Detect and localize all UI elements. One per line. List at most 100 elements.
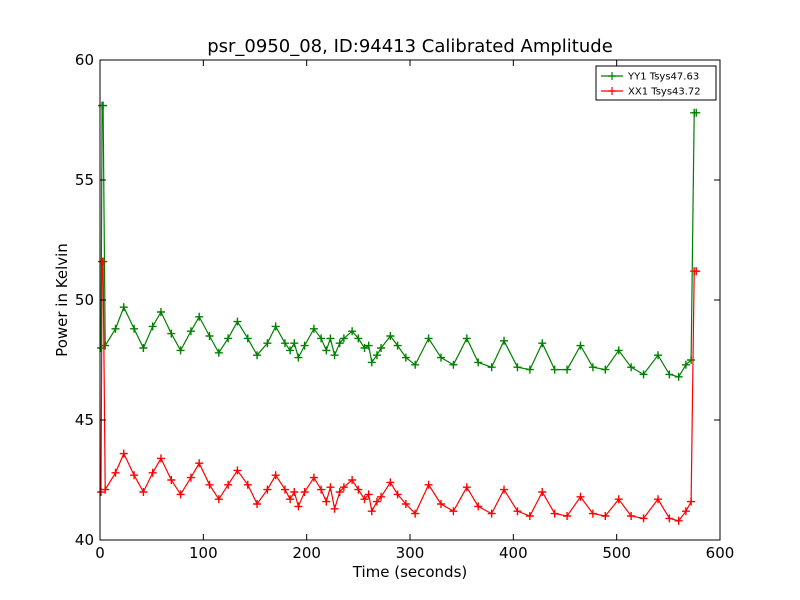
data-point <box>271 322 280 331</box>
data-point <box>101 485 110 494</box>
data-point <box>101 341 110 350</box>
data-point <box>214 348 223 357</box>
series-markers-1 <box>97 101 701 381</box>
data-point <box>139 488 148 496</box>
data-point <box>687 497 696 506</box>
data-point <box>205 332 214 340</box>
data-point <box>111 324 120 333</box>
data-point <box>330 504 339 513</box>
data-point <box>186 473 195 482</box>
legend-label: YY1 Tsys47.63 <box>627 72 699 83</box>
data-point <box>300 341 309 350</box>
data-point <box>233 317 242 326</box>
data-point <box>360 495 369 504</box>
data-point <box>411 509 420 518</box>
data-point <box>401 353 410 362</box>
data-point <box>437 500 445 508</box>
data-point <box>176 346 185 355</box>
data-point <box>474 358 483 367</box>
data-point <box>437 353 445 362</box>
data-point <box>253 351 262 360</box>
data-point <box>130 471 139 480</box>
data-point <box>692 108 701 117</box>
data-point <box>487 363 496 372</box>
data-point <box>176 490 185 499</box>
data-point <box>377 492 386 501</box>
data-point <box>513 507 522 516</box>
data-point <box>224 480 233 489</box>
data-point <box>393 341 402 350</box>
data-point <box>627 363 636 372</box>
data-point <box>665 370 674 379</box>
data-point <box>280 339 289 348</box>
data-point <box>263 485 272 494</box>
y-tick-label: 40 <box>75 531 94 549</box>
data-point <box>424 334 433 343</box>
data-point <box>614 346 623 355</box>
y-tick-label: 60 <box>75 51 94 69</box>
data-point <box>692 267 701 276</box>
y-tick-label: 55 <box>75 171 94 189</box>
data-point <box>119 303 128 312</box>
data-point <box>119 449 128 458</box>
data-point <box>550 509 559 518</box>
data-point <box>148 322 157 331</box>
data-point <box>322 497 331 506</box>
data-point <box>360 344 369 352</box>
x-tick-label: 500 <box>602 544 631 562</box>
data-point <box>286 346 295 355</box>
data-point <box>588 509 597 518</box>
data-point <box>195 312 204 321</box>
data-point <box>253 500 262 508</box>
data-point <box>386 332 395 340</box>
data-point <box>377 344 386 352</box>
data-point <box>601 365 610 374</box>
data-point <box>500 336 509 345</box>
data-point <box>290 339 299 348</box>
data-point <box>687 356 696 364</box>
data-point <box>339 483 348 492</box>
data-point <box>525 365 534 374</box>
data-point <box>462 483 471 492</box>
data-point <box>401 500 410 508</box>
data-point <box>563 365 572 374</box>
data-point <box>233 466 242 475</box>
data-point <box>186 327 195 336</box>
data-point <box>335 339 344 348</box>
data-point <box>263 339 272 348</box>
data-point <box>214 495 223 504</box>
data-point <box>654 351 662 360</box>
data-point <box>326 483 335 492</box>
data-point <box>130 324 139 333</box>
data-point <box>348 327 357 336</box>
data-point <box>317 485 326 494</box>
data-point <box>364 490 373 499</box>
data-point <box>335 488 344 496</box>
data-point <box>372 351 381 360</box>
x-axis-label: Time (seconds) <box>352 563 468 581</box>
series-line-2 <box>100 261 697 522</box>
data-point <box>424 480 433 489</box>
y-tick-label: 50 <box>75 291 94 309</box>
data-point <box>354 485 363 494</box>
data-point <box>674 516 683 525</box>
data-point <box>665 514 674 523</box>
y-axis-label: Power in Kelvin <box>53 243 71 357</box>
data-point <box>449 507 458 516</box>
data-point <box>367 358 376 367</box>
data-point <box>156 454 165 463</box>
series-markers-2 <box>97 257 701 525</box>
data-point <box>449 360 458 369</box>
legend-label: XX1 Tsys43.72 <box>628 87 701 98</box>
data-point <box>322 346 331 355</box>
data-point <box>317 334 326 343</box>
data-point <box>411 360 420 369</box>
data-point <box>243 334 252 343</box>
data-point <box>487 509 496 518</box>
data-point <box>500 485 509 494</box>
data-point <box>309 473 318 482</box>
data-point <box>576 492 585 501</box>
data-point <box>639 514 648 523</box>
data-point <box>271 471 280 480</box>
